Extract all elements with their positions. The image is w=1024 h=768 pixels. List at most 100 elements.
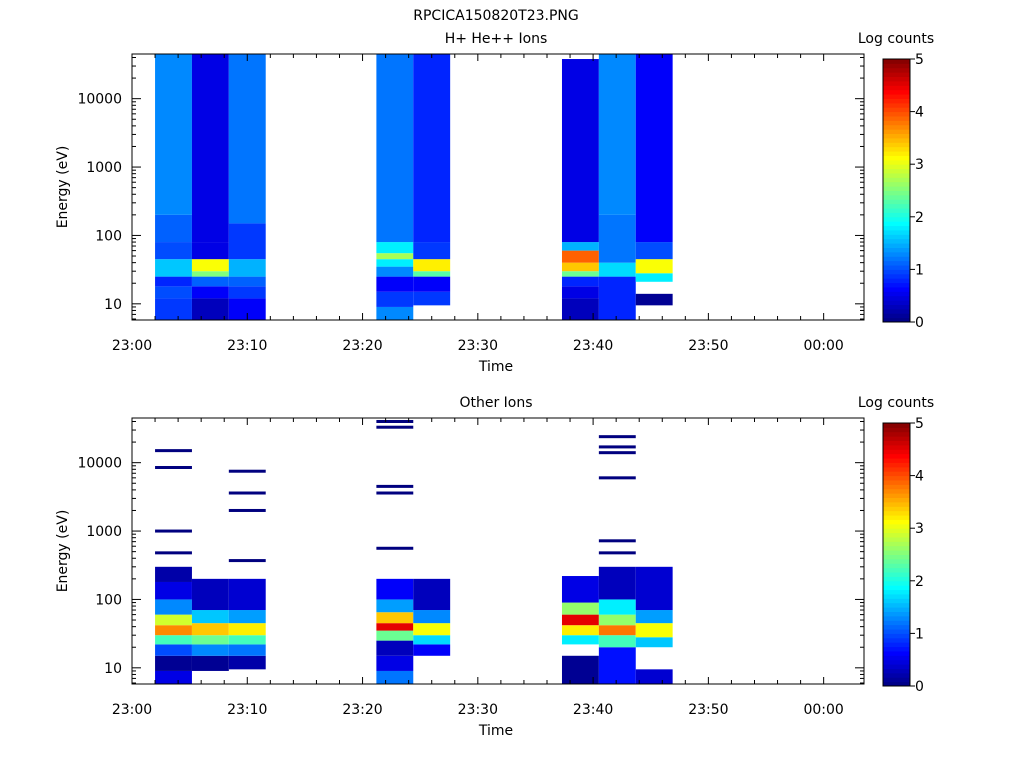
colorbar-segment	[883, 146, 910, 152]
colorbar-segment	[883, 497, 910, 503]
colorbar-segment	[883, 76, 910, 82]
colorbar-segment	[883, 273, 910, 279]
heatmap-column	[155, 566, 192, 684]
heatmap-cell	[598, 599, 636, 615]
colorbar-segment	[883, 313, 910, 319]
heatmap-cell	[191, 578, 229, 611]
heatmap-column	[376, 578, 414, 684]
heatmap-cell	[413, 54, 451, 243]
colorbar-segment	[883, 589, 910, 595]
x-tick-label: 00:00	[803, 702, 843, 718]
colorbar-tick-label: 5	[915, 416, 924, 432]
y-tick-label: 100	[95, 592, 122, 608]
heatmap-cell	[413, 610, 451, 624]
heatmap-column	[413, 54, 451, 306]
colorbar-segment	[883, 602, 910, 608]
colorbar-segment	[883, 550, 910, 555]
heatmap-cell	[413, 291, 451, 306]
heatmap-column	[598, 566, 636, 684]
heatmap-cell	[376, 291, 414, 307]
colorbar-segment	[883, 89, 910, 95]
heatmap-cell	[561, 614, 599, 626]
heatmap-cell	[635, 54, 673, 243]
colorbar-segment	[883, 471, 910, 477]
heatmap-line	[376, 425, 414, 429]
x-tick-label: 23:30	[458, 338, 498, 354]
heatmap-cell	[376, 259, 414, 267]
colorbar-segment	[883, 63, 910, 69]
colorbar-segment	[883, 554, 910, 560]
colorbar-segment	[883, 194, 910, 200]
heatmap-cell	[228, 644, 266, 656]
colorbar-segment	[883, 580, 910, 586]
panel-1: 23:00 23:10 23:20 23:30 23:40 23:50 00:0010100…	[55, 31, 934, 375]
colorbar-segment	[883, 633, 910, 639]
colorbar-tick-label: 0	[915, 315, 924, 331]
heatmap-cell	[228, 259, 266, 277]
colorbar-tick-label: 5	[915, 52, 924, 68]
heatmap-cell	[191, 298, 229, 320]
colorbar-segment	[883, 251, 910, 257]
x-tick-label: 23:00	[112, 702, 152, 718]
heatmap-cell	[155, 670, 192, 684]
heatmap-cell	[191, 623, 229, 636]
colorbar-segment	[883, 295, 910, 301]
heatmap-cell	[635, 273, 673, 282]
heatmap-line	[155, 449, 192, 453]
heatmap-cell	[561, 276, 599, 287]
colorbar-segment	[883, 567, 910, 573]
heatmap-cell	[191, 271, 229, 277]
colorbar-segment	[883, 221, 910, 227]
colorbar-segment	[883, 642, 910, 648]
heatmap-cell	[191, 242, 229, 260]
colorbar-segment	[883, 59, 910, 64]
x-tick-label: 23:00	[112, 338, 152, 354]
heatmap-line	[598, 551, 636, 555]
colorbar-segment	[883, 615, 910, 621]
heatmap-cell	[155, 242, 192, 260]
heatmap-cell	[191, 610, 229, 624]
colorbar-segment	[883, 269, 910, 275]
colorbar-segment	[883, 142, 910, 148]
heatmap-cell	[191, 635, 229, 645]
heatmap-cell	[376, 306, 414, 320]
heatmap-cell	[228, 578, 266, 611]
heatmap-cell	[155, 276, 192, 287]
heatmap-cell	[561, 271, 599, 277]
heatmap-line	[376, 546, 414, 550]
y-tick-label: 10	[104, 297, 122, 313]
y-tick-label: 1000	[86, 524, 122, 540]
heatmap-cell	[561, 262, 599, 272]
page-title: RPCICA150820T23.PNG	[413, 8, 578, 24]
colorbar-segment	[883, 85, 910, 91]
colorbar-segment	[883, 129, 910, 135]
y-tick-label: 100	[95, 228, 122, 244]
colorbar-segment	[883, 672, 910, 678]
heatmap-cell	[413, 578, 451, 611]
heatmap-column	[598, 54, 636, 320]
colorbar-segment	[883, 488, 910, 494]
x-tick-label: 23:40	[573, 702, 613, 718]
heatmap-cell	[635, 566, 673, 611]
colorbar-segment	[883, 94, 910, 99]
colorbar-segment	[883, 668, 910, 674]
y-tick-label: 10	[104, 661, 122, 677]
colorbar-segment	[883, 449, 910, 455]
colorbar-segment	[883, 458, 910, 463]
colorbar-segment	[883, 172, 910, 178]
colorbar-segment	[883, 216, 910, 222]
colorbar-segment	[883, 102, 910, 108]
x-tick-label: 23:50	[688, 702, 728, 718]
heatmap-cell	[191, 655, 229, 671]
colorbar-segment	[883, 260, 910, 266]
heatmap-cell	[635, 669, 673, 684]
colorbar-segment	[883, 515, 910, 520]
x-tick-label: 23:50	[688, 338, 728, 354]
y-axis-label: Energy (eV)	[55, 146, 71, 229]
colorbar-segment	[883, 563, 910, 569]
colorbar-segment	[883, 243, 910, 248]
colorbar-segment	[883, 576, 910, 582]
colorbar-segment	[883, 664, 910, 669]
colorbar-segment	[883, 72, 910, 78]
heatmap-cell	[413, 623, 451, 636]
